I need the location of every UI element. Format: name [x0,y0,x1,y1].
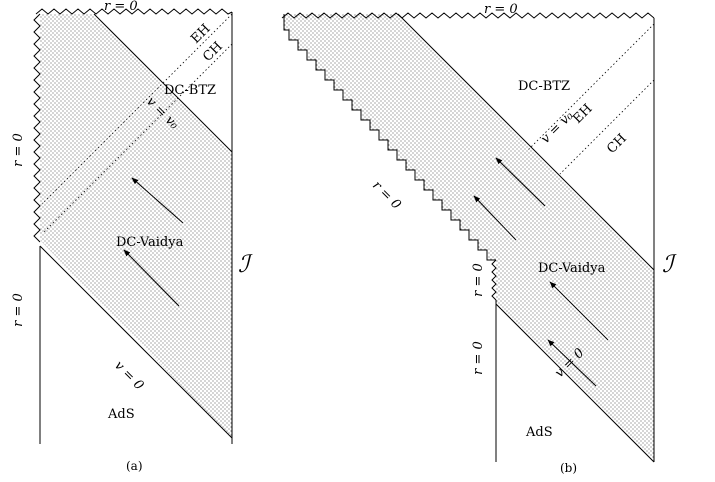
v0-label-a: v = 0 [111,358,146,393]
top-r0-label-b: r = 0 [484,2,518,17]
event-horizon-b [527,23,655,151]
shell-vv0-b [397,13,655,271]
shell-v0-a [39,245,233,439]
caption-b: (b) [560,461,577,475]
infall-arrow-b-1 [495,157,546,207]
top-r0-label-a: r = 0 [104,0,138,14]
ads-label-a: AdS [107,407,135,422]
dc-btz-label-a: DC-BTZ [164,83,216,98]
caption-a: (a) [126,459,143,473]
eh-label-a: EH [188,21,213,46]
diagram-b: r = 0 DC-BTZ EH CH v = v₀ r = 0 DC-Vaidy… [281,2,677,475]
vertical-singularity-b [491,259,497,301]
staircase-singularity-b [283,14,496,261]
eh-label-b: EH [570,101,595,126]
scri-label-a: ℐ [238,250,253,278]
left-singularity-a [33,13,41,243]
diag-r0-label-b: r = 0 [369,178,403,212]
event-horizon-a [41,13,233,205]
ch-label-a: CH [200,39,226,65]
top-singularity-b [281,12,655,19]
shell-v0-b [495,303,655,463]
scri-label-b: ℐ [662,250,677,278]
vert-r0-upper-label-b: r = 0 [471,263,486,297]
top-singularity-a [35,8,233,15]
infall-arrow-b-4 [547,339,597,387]
cauchy-horizon-a [43,43,233,233]
infall-arrow-b-2 [473,195,517,241]
dc-vaidya-label-b: DC-Vaidya [538,261,606,276]
v-v0-label-b: v = v₀ [538,108,577,147]
dc-btz-label-b: DC-BTZ [518,79,570,94]
ads-label-b: AdS [525,425,553,440]
vert-r0-lower-label-b: r = 0 [471,341,486,375]
left-r0-upper-label-a: r = 0 [11,133,26,167]
infall-arrow-b-3 [549,281,609,341]
infall-arrow-a-1 [131,177,184,224]
dc-vaidya-region-a [40,14,232,438]
shell-vv0-a [93,13,233,153]
dc-vaidya-label-a: DC-Vaidya [116,235,184,250]
left-r0-lower-label-a: r = 0 [11,293,26,327]
ch-label-b: CH [604,131,630,157]
infall-arrow-a-2 [123,249,180,307]
cauchy-horizon-b [559,79,655,175]
diagram-a: r = 0 r = 0 r = 0 EH CH DC-BTZ v = v₀ DC… [11,0,253,473]
